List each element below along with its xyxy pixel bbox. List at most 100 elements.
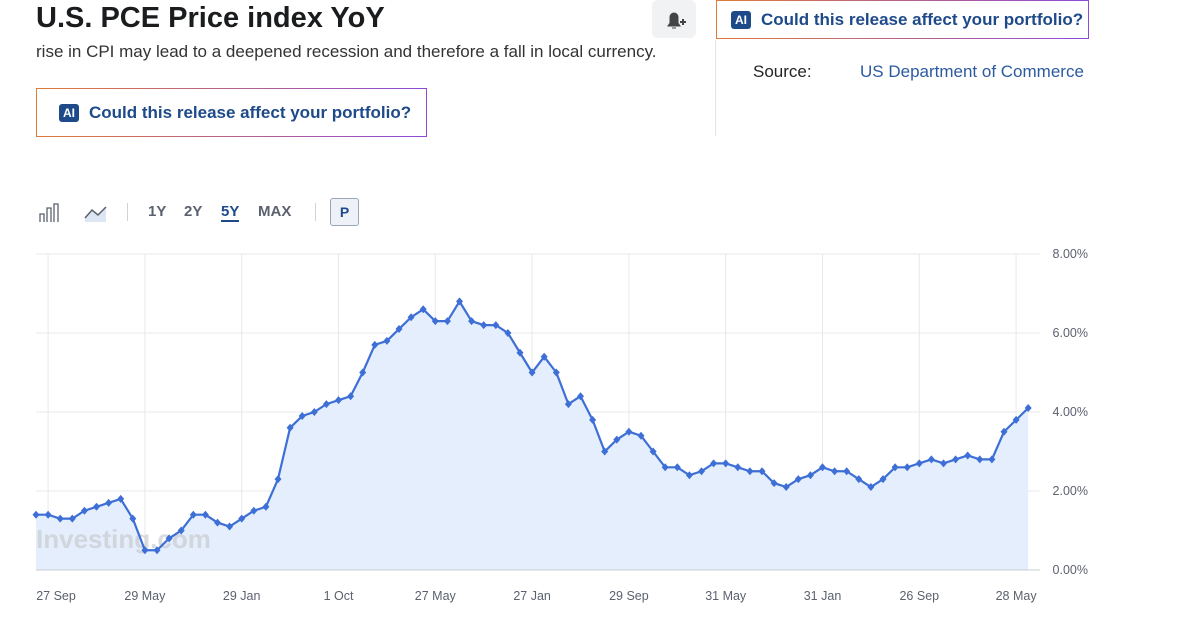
point xyxy=(298,411,306,420)
point xyxy=(564,400,572,409)
point xyxy=(746,467,754,476)
title: U.S. PCE Price index YoY xyxy=(36,2,385,34)
separator xyxy=(127,203,128,221)
point xyxy=(250,506,258,515)
point xyxy=(1000,427,1008,436)
ai-button-top[interactable]: AI Could this release affect your portfo… xyxy=(716,0,1089,39)
point xyxy=(226,522,234,531)
point xyxy=(456,297,463,306)
x-tick-label: 27 Jan xyxy=(513,589,551,603)
point xyxy=(347,392,355,401)
point xyxy=(189,510,197,519)
ai-button-label: Could this release affect your portfolio… xyxy=(761,9,1084,29)
point xyxy=(915,459,923,468)
point xyxy=(698,467,705,476)
separator xyxy=(315,203,316,221)
point xyxy=(552,368,560,377)
point xyxy=(214,518,221,527)
x-tick-label: 1 Oct xyxy=(324,589,354,603)
point xyxy=(468,317,476,326)
point xyxy=(407,313,415,322)
point xyxy=(940,459,947,468)
point xyxy=(1012,415,1020,424)
point xyxy=(770,479,778,488)
chart-type-icons xyxy=(39,203,107,222)
x-tick-label: 28 May xyxy=(996,589,1038,603)
point xyxy=(891,463,899,472)
area xyxy=(36,301,1029,570)
range-button[interactable]: 5Y xyxy=(221,203,240,222)
source-label: Source: xyxy=(753,62,812,81)
point xyxy=(601,447,609,456)
alert-button[interactable] xyxy=(652,0,696,38)
point xyxy=(56,514,64,523)
point xyxy=(395,325,403,334)
point xyxy=(117,494,125,503)
point xyxy=(734,463,742,472)
point xyxy=(722,459,730,468)
point xyxy=(322,400,330,409)
point xyxy=(141,546,149,555)
y-tick-label: 8.00% xyxy=(1053,247,1088,261)
point xyxy=(516,348,524,357)
point xyxy=(492,321,500,330)
x-tick-label: 26 Sep xyxy=(899,589,939,603)
point xyxy=(419,305,427,314)
x-tick-label: 31 May xyxy=(705,589,747,603)
y-tick-label: 2.00% xyxy=(1053,484,1088,498)
point xyxy=(262,502,270,511)
point xyxy=(831,467,839,476)
point xyxy=(105,498,113,507)
watermark: Investing.com xyxy=(36,524,211,554)
range-button[interactable]: MAX xyxy=(258,203,292,220)
y-tick-label: 0.00% xyxy=(1053,563,1088,577)
point xyxy=(359,368,367,377)
point xyxy=(286,423,294,432)
point xyxy=(335,396,342,405)
point xyxy=(431,317,439,326)
point xyxy=(637,431,645,440)
point xyxy=(625,427,633,436)
point xyxy=(589,415,597,424)
point xyxy=(274,475,282,484)
point xyxy=(613,435,621,444)
x-tick-label: 29 May xyxy=(124,589,166,603)
point xyxy=(867,483,875,492)
point xyxy=(310,408,318,416)
point xyxy=(782,483,790,492)
y-tick-label: 6.00% xyxy=(1053,326,1088,340)
ai-icon: AI xyxy=(59,103,79,122)
point xyxy=(673,463,681,472)
point xyxy=(806,471,814,480)
divider xyxy=(715,40,716,136)
point xyxy=(165,534,173,543)
point xyxy=(504,329,512,337)
point xyxy=(903,463,911,472)
point xyxy=(32,510,40,519)
point xyxy=(1024,404,1032,413)
point xyxy=(927,455,935,464)
point xyxy=(952,455,960,464)
description: rise in CPI may lead to a deepened reces… xyxy=(36,42,657,61)
point xyxy=(843,467,851,476)
x-tick-label: 29 Sep xyxy=(609,589,649,603)
point xyxy=(661,463,669,472)
p-button[interactable]: P xyxy=(330,198,359,226)
x-tick-label: 27 Sep xyxy=(36,589,76,603)
range-button[interactable]: 1Y xyxy=(148,203,167,220)
point xyxy=(855,475,863,484)
point xyxy=(540,352,548,361)
point xyxy=(710,459,718,468)
point xyxy=(685,471,693,480)
point xyxy=(649,447,657,456)
point xyxy=(577,392,584,401)
range-button[interactable]: 2Y xyxy=(184,203,203,220)
point xyxy=(371,340,379,349)
ai-button[interactable]: AI Could this release affect your portfo… xyxy=(36,88,427,137)
source-link[interactable]: US Department of Commerce xyxy=(860,62,1084,81)
point xyxy=(383,336,391,345)
ai-button-label: Could this release affect your portfolio… xyxy=(89,102,412,122)
point xyxy=(819,463,826,472)
point xyxy=(480,321,488,330)
